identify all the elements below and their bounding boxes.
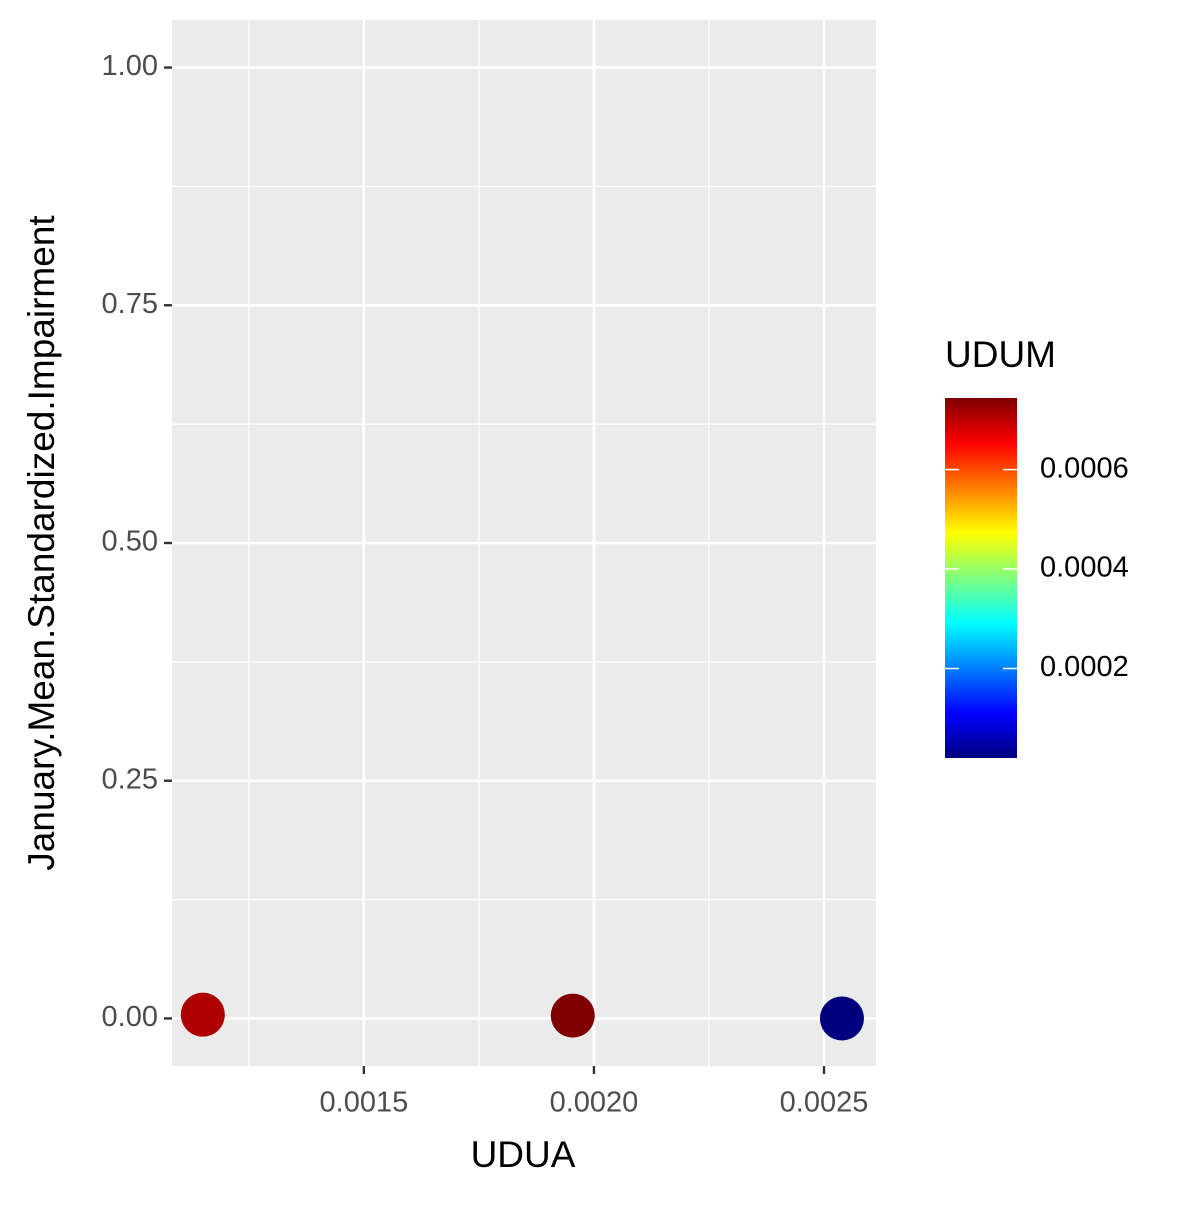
colorbar-label: 0.0006 — [1040, 452, 1129, 484]
y-tick-label: 0.25 — [102, 763, 158, 795]
colorbar — [945, 398, 1017, 758]
y-axis-title: January.Mean.Standardized.Impairment — [21, 215, 62, 871]
point — [550, 993, 595, 1038]
x-tick-label: 0.0025 — [780, 1087, 869, 1119]
legend-title: UDUM — [945, 334, 1056, 375]
y-tick-label: 0.75 — [102, 288, 158, 320]
colorbar-label: 0.0002 — [1040, 651, 1129, 683]
colorbar-label: 0.0004 — [1040, 552, 1129, 584]
point — [180, 992, 225, 1037]
x-tick-label: 0.0020 — [550, 1087, 639, 1119]
point — [819, 996, 864, 1041]
y-tick-label: 1.00 — [102, 50, 158, 82]
x-tick-label: 0.0015 — [320, 1087, 409, 1119]
x-axis-title: UDUA — [471, 1134, 576, 1175]
y-tick-label: 0.00 — [102, 1001, 158, 1033]
y-tick-label: 0.50 — [102, 526, 158, 558]
